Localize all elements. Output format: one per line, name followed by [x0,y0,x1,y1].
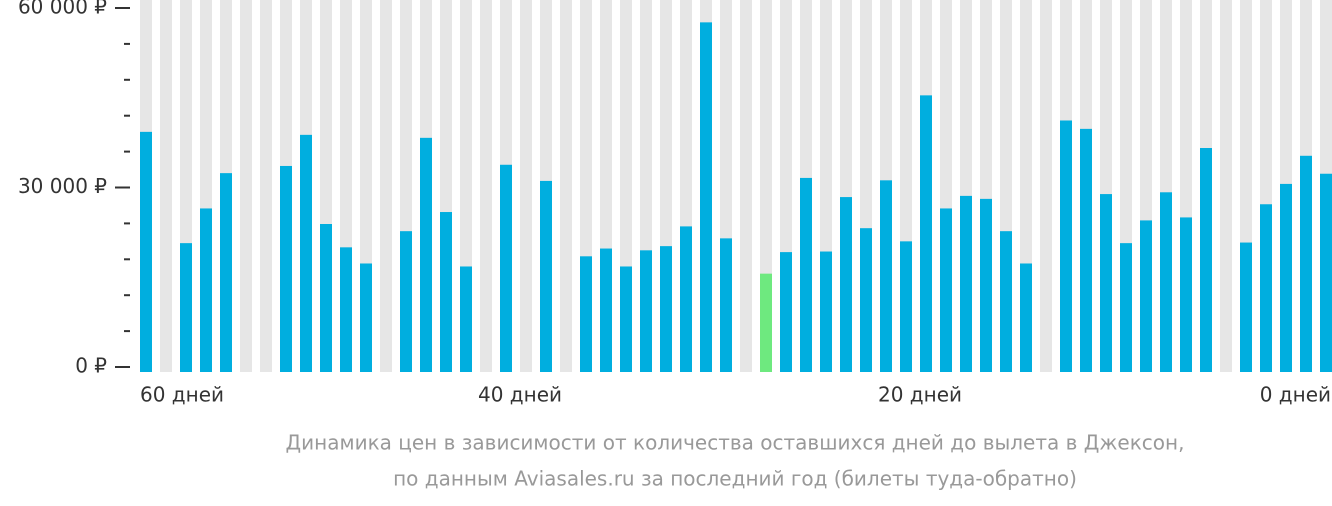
bar [760,273,772,372]
stripe [240,0,252,372]
bar [660,246,672,372]
stripe [560,0,572,372]
bar [220,173,232,372]
bar [280,165,292,372]
bar [1000,231,1012,372]
bar [460,266,472,372]
bar [1240,242,1252,372]
stripe [480,0,492,372]
bar [900,241,912,372]
bar [1160,192,1172,372]
bar [680,226,692,372]
bar [920,95,932,373]
bar [800,177,812,372]
bar [320,223,332,372]
bar [620,266,632,372]
bar [980,198,992,372]
bar [960,195,972,372]
bar [140,131,152,372]
bar [1200,148,1212,372]
bar [1020,263,1032,372]
bar [580,256,592,372]
bar [200,208,212,372]
bar [500,164,512,372]
bar [1140,220,1152,372]
bar [1080,128,1092,372]
bar [1120,243,1132,372]
bar [340,247,352,372]
x-tick-label: 20 дней [878,383,962,407]
bar [820,251,832,372]
bar [640,250,652,372]
bar [1060,120,1072,372]
y-tick-label: 30 000 ₽ [18,174,107,198]
caption: по данным Aviasales.ru за последний год … [393,467,1077,491]
stripe [160,0,172,372]
stripe [520,0,532,372]
caption: Динамика цен в зависимости от количества… [286,431,1185,455]
bar [1260,204,1272,372]
bar [780,252,792,372]
stripe [1040,0,1052,372]
stripe [740,0,752,372]
bar [840,197,852,372]
bar [700,22,712,373]
bar [1100,194,1112,372]
stripe [1220,0,1232,372]
y-tick-label: 60 000 ₽ [18,0,107,19]
stripe [260,0,272,372]
bar [420,137,432,372]
x-tick-label: 60 дней [140,383,224,407]
bar [860,228,872,372]
bar [440,212,452,372]
bar [1320,173,1332,372]
bar [300,134,312,372]
stripe [380,0,392,372]
bar [600,248,612,372]
bar [180,243,192,372]
bar [360,263,372,372]
x-tick-label: 40 дней [478,383,562,407]
bar [940,208,952,372]
x-tick-label: 0 дней [1260,383,1331,407]
bar [1300,155,1312,372]
bar [1280,183,1292,372]
y-tick-label: 0 ₽ [75,354,107,378]
bar [720,238,732,372]
bar [1180,217,1192,372]
bar [880,180,892,372]
bar [400,231,412,372]
bar [540,180,552,372]
